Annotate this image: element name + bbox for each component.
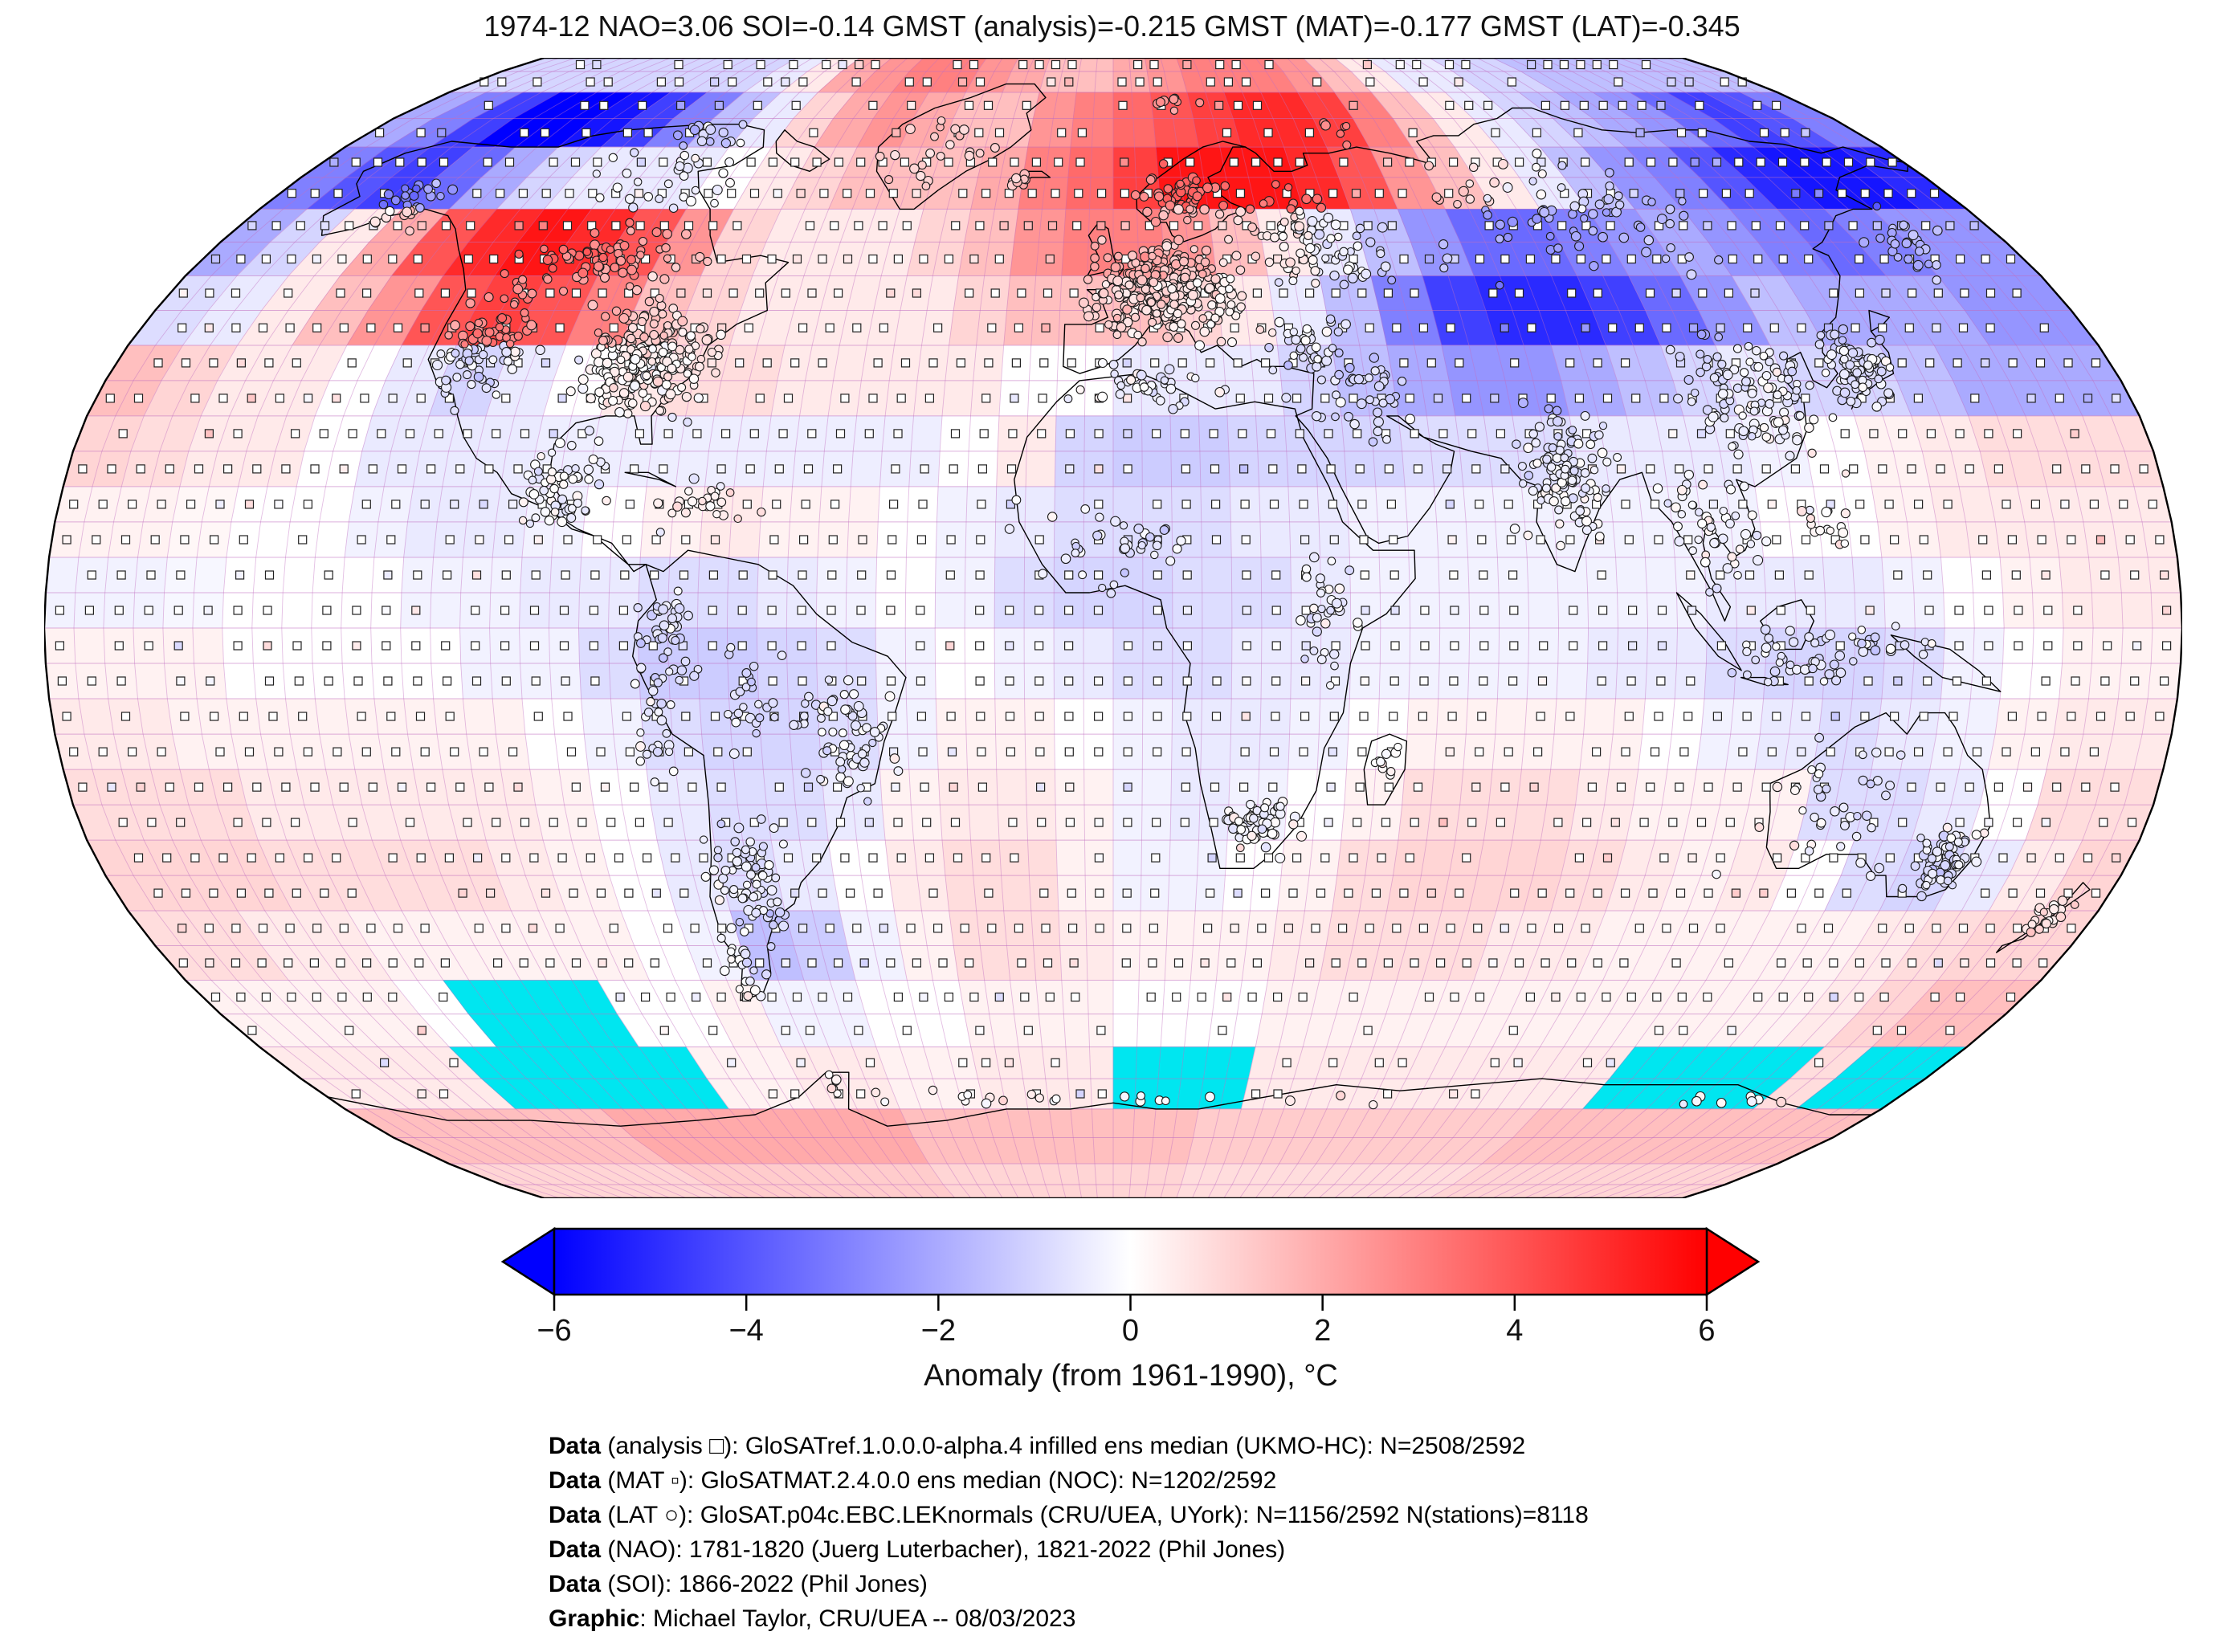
colorbar-tick-label: 4 [1506, 1314, 1524, 1348]
footer-line: Data (analysis □): GloSATref.1.0.0.0-alp… [549, 1433, 1526, 1459]
colorbar-tick-label: −6 [537, 1314, 572, 1348]
colorbar-tick-label: −2 [920, 1314, 956, 1348]
world-map-svg [43, 56, 2184, 1200]
station-markers [369, 93, 2079, 1110]
colorbar-tick-label: 0 [1121, 1314, 1140, 1348]
footer-line: Graphic: Michael Taylor, CRU/UEA -- 08/0… [549, 1605, 1076, 1632]
world-map [43, 56, 2184, 1200]
footer-line: Data (NAO): 1781-1820 (Juerg Luterbacher… [549, 1536, 1286, 1563]
footer-line: Data (LAT ○): GloSAT.p04c.EBC.LEKnormals… [549, 1502, 1589, 1528]
colorbar-gradient [553, 1227, 1708, 1296]
page-title: 1974-12 NAO=3.06 SOI=-0.14 GMST (analysi… [484, 10, 1740, 43]
colorbar-tick-label: −4 [728, 1314, 764, 1348]
coastlines [320, 83, 2091, 1127]
colorbar-left-arrow [500, 1226, 556, 1297]
colorbar-ticks [553, 1295, 1708, 1311]
footer-line: Data (MAT ▫): GloSATMAT.2.4.0.0 ens medi… [549, 1467, 1277, 1494]
colorbar-tick-label: 6 [1698, 1314, 1716, 1348]
footer-line: Data (SOI): 1866-2022 (Phil Jones) [549, 1571, 928, 1597]
colorbar-tick-label: 2 [1314, 1314, 1332, 1348]
colorbar-right-arrow [1705, 1226, 1761, 1297]
colorbar-axis-label: Anomaly (from 1961-1990), °C [924, 1359, 1338, 1393]
grid-cell-markers [55, 59, 2172, 1099]
data-attribution: Data (analysis □): GloSATref.1.0.0.0-alp… [549, 1429, 1589, 1636]
colorbar [500, 1226, 1761, 1311]
